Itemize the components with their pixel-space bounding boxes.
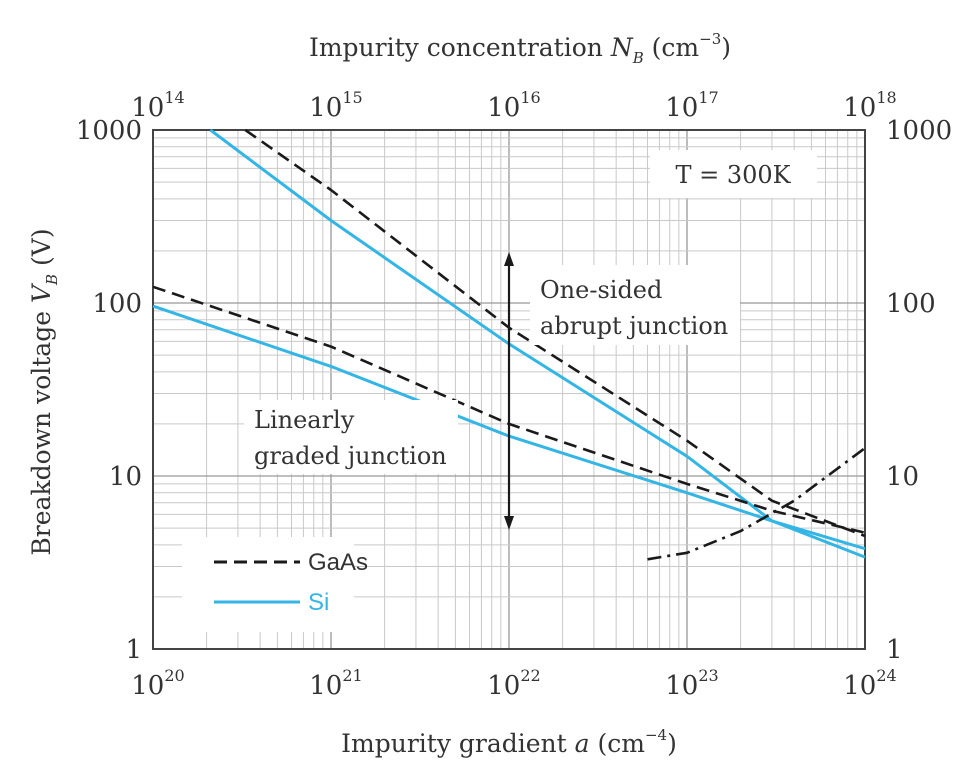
x-axis-title: Impurity gradient a (cm−4) xyxy=(341,726,677,758)
y-tick-label-left: 1 xyxy=(125,635,142,665)
series-abrupt-gaas-line xyxy=(244,128,866,538)
y-tick-label-right: 100 xyxy=(886,289,936,319)
y-tick-label-left: 10 xyxy=(109,462,142,492)
y-tick-label-right: 1000 xyxy=(886,116,952,146)
x2-tick-label: 1016 xyxy=(487,88,540,123)
temperature-box xyxy=(650,150,817,198)
series-layer xyxy=(152,128,866,561)
plot-frame xyxy=(152,129,866,650)
legend-label-gaas: GaAs xyxy=(308,549,368,576)
abrupt-label-box xyxy=(530,265,740,345)
annotation-layer: T = 300K One-sided abrupt junction Linearly… xyxy=(182,150,817,632)
temperature-label: T = 300K xyxy=(675,161,791,189)
label-layer: Impurity gradient a (cm−4) Impurity conce… xyxy=(27,30,731,758)
series-graded-si-line xyxy=(152,304,866,551)
x-tick-label: 1020 xyxy=(131,666,184,701)
tick-layer: 1020 1021 1022 1023 1024 1014 1015 1016 1017 1018… xyxy=(76,88,952,701)
x2-tick-label: 1015 xyxy=(309,88,362,123)
x2-tick-label: 1018 xyxy=(843,88,896,123)
graded-label-box xyxy=(244,400,458,474)
y-axis-title: Breakdown voltage VB (V) xyxy=(27,228,61,555)
series-limit-limit-line xyxy=(647,447,866,561)
x-tick-label: 1024 xyxy=(843,666,896,701)
y-tick-label-right: 10 xyxy=(886,462,919,492)
x-tick-label: 1022 xyxy=(487,666,540,701)
graded-label-line1: Linearly xyxy=(254,406,355,434)
abrupt-label-line2: abrupt junction xyxy=(540,312,728,340)
y-tick-label-left: 100 xyxy=(92,289,142,319)
arrow-up-head-icon xyxy=(504,252,514,266)
legend-label-si: Si xyxy=(308,589,329,616)
grid xyxy=(152,130,865,650)
x2-tick-label: 1014 xyxy=(131,88,184,123)
arrow-down-head-icon xyxy=(504,516,514,530)
legend-box xyxy=(182,537,354,632)
y-tick-label-right: 1 xyxy=(886,635,903,665)
x-tick-label: 1023 xyxy=(665,666,718,701)
x-tick-label: 1021 xyxy=(309,666,362,701)
x2-tick-label: 1017 xyxy=(665,88,718,123)
graded-label-line2: graded junction xyxy=(254,442,447,470)
y-tick-label-left: 1000 xyxy=(76,116,142,146)
x2-axis-title: Impurity concentration NB (cm−3) xyxy=(309,30,731,67)
abrupt-label-line1: One-sided xyxy=(540,276,662,304)
